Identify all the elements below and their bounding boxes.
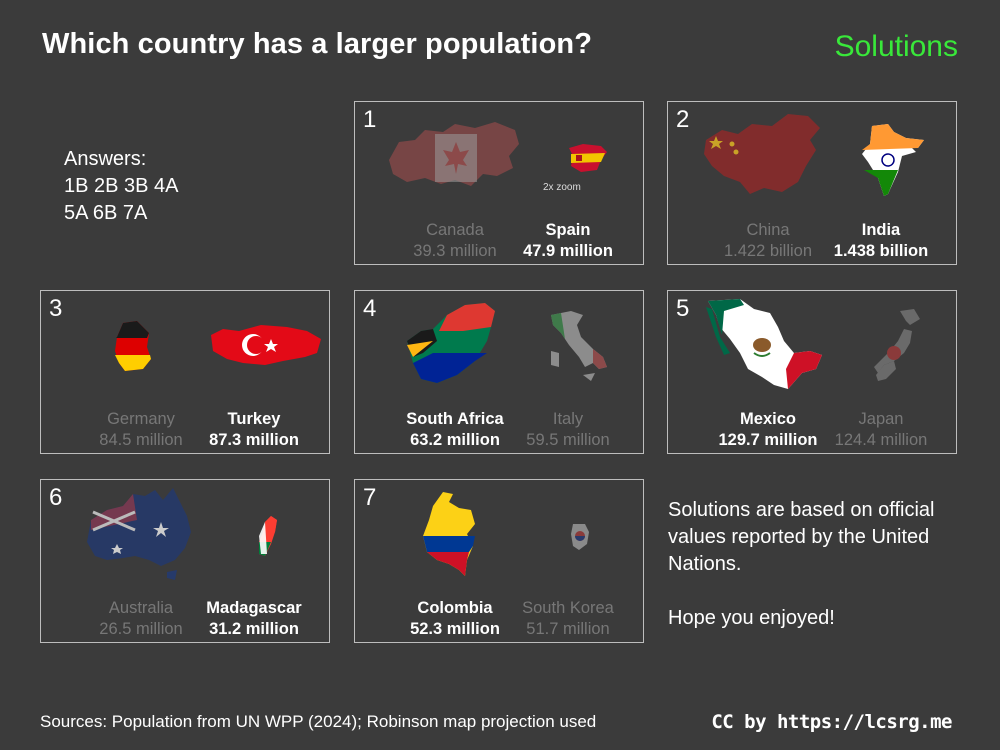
spain-map-icon <box>569 144 607 172</box>
credit-link[interactable]: CC by https://lcsrg.me <box>711 711 952 733</box>
panel-number: 4 <box>363 295 377 322</box>
india-map-icon <box>862 124 924 196</box>
solutions-label: Solutions <box>834 30 958 63</box>
country-population: 1.422 billion <box>723 242 813 260</box>
panel-number: 1 <box>363 106 377 133</box>
panel-number: 2 <box>676 106 690 133</box>
panel-2: 2 China 1.422 billion India 1.438 billio… <box>667 101 957 265</box>
country-name: China <box>746 221 790 239</box>
notes-sign-off: Hope you enjoyed! <box>668 607 835 629</box>
country-population: 39.3 million <box>413 242 497 260</box>
country-right: Italy 59.5 million <box>508 409 628 451</box>
panel-number: 6 <box>49 484 63 511</box>
country-name: Australia <box>108 599 174 617</box>
country-population: 59.5 million <box>526 431 610 449</box>
answers-line-2: 5A 6B 7A <box>64 202 148 224</box>
australia-map-icon <box>87 488 191 580</box>
country-right: Turkey 87.3 million <box>194 409 314 451</box>
country-right: Spain 47.9 million <box>508 220 628 262</box>
country-name: South Africa <box>406 410 504 428</box>
notes-block: Solutions are based on official values r… <box>668 497 978 659</box>
turkey-map-icon <box>211 325 321 365</box>
sources-text: Sources: Population from UN WPP (2024); … <box>40 712 597 731</box>
answers-heading: Answers: <box>64 148 147 170</box>
country-left: Colombia 52.3 million <box>395 598 515 640</box>
south-africa-map-icon <box>407 303 495 383</box>
country-population: 52.3 million <box>410 620 500 638</box>
country-left: Canada 39.3 million <box>395 220 515 262</box>
country-right: South Korea 51.7 million <box>508 598 628 640</box>
country-right: Japan 124.4 million <box>821 409 941 451</box>
canada-map-icon <box>389 122 519 186</box>
panel-7: 7 Colombia 52.3 million South Korea 51.7… <box>354 479 644 643</box>
country-name: Germany <box>107 410 175 428</box>
panel-number: 3 <box>49 295 63 322</box>
south-korea-map-icon <box>571 524 589 550</box>
country-name: Canada <box>426 221 484 239</box>
japan-map-icon <box>874 309 920 381</box>
notes-source-statement: Solutions are based on official values r… <box>668 499 935 575</box>
country-right: Madagascar 31.2 million <box>194 598 314 640</box>
panel-number: 5 <box>676 295 690 322</box>
madagascar-map-icon <box>259 516 277 556</box>
country-left: Australia 26.5 million <box>81 598 201 640</box>
country-population: 84.5 million <box>99 431 183 449</box>
page-title: Which country has a larger population? <box>42 28 593 60</box>
country-left: Germany 84.5 million <box>81 409 201 451</box>
italy-map-icon <box>551 311 607 381</box>
country-name: Madagascar <box>206 599 302 617</box>
panel-1: 1 2x zoom Canada 39.3 million Spain 47.9… <box>354 101 644 265</box>
zoom-note: 2x zoom <box>543 182 581 193</box>
country-name: Spain <box>545 221 591 239</box>
country-name: Italy <box>552 410 584 428</box>
panel-number: 7 <box>363 484 377 511</box>
country-left: Mexico 129.7 million <box>708 409 828 451</box>
country-name: India <box>861 221 901 239</box>
answers-block: Answers: 1B 2B 3B 4A 5A 6B 7A <box>64 146 179 227</box>
country-population: 51.7 million <box>526 620 610 638</box>
country-name: Colombia <box>417 599 493 617</box>
country-population: 47.9 million <box>523 242 613 260</box>
country-population: 124.4 million <box>834 431 928 449</box>
country-population: 129.7 million <box>718 431 818 449</box>
country-population: 63.2 million <box>410 431 500 449</box>
china-map-icon <box>704 114 820 194</box>
country-population: 87.3 million <box>209 431 299 449</box>
country-name: Turkey <box>227 410 281 428</box>
country-name: Mexico <box>740 410 796 428</box>
country-population: 26.5 million <box>99 620 183 638</box>
colombia-map-icon <box>423 492 475 576</box>
germany-map-icon <box>115 321 151 371</box>
country-population: 1.438 billion <box>833 242 929 260</box>
country-name: South Korea <box>522 599 614 617</box>
panel-6: 6 Australia 26.5 million Madagascar 31.2… <box>40 479 330 643</box>
panel-3: 3 Germany 84.5 million Turkey 87.3 milli… <box>40 290 330 454</box>
panel-5: 5 Mexico 129.7 million Japan 124.4 milli… <box>667 290 957 454</box>
panel-4: 4 South Africa 63.2 million Italy 59.5 m… <box>354 290 644 454</box>
mexico-map-icon <box>706 299 822 389</box>
country-name: Japan <box>858 410 904 428</box>
country-left: China 1.422 billion <box>708 220 828 262</box>
country-population: 31.2 million <box>209 620 299 638</box>
country-right: India 1.438 billion <box>821 220 941 262</box>
country-left: South Africa 63.2 million <box>395 409 515 451</box>
answers-line-1: 1B 2B 3B 4A <box>64 175 179 197</box>
